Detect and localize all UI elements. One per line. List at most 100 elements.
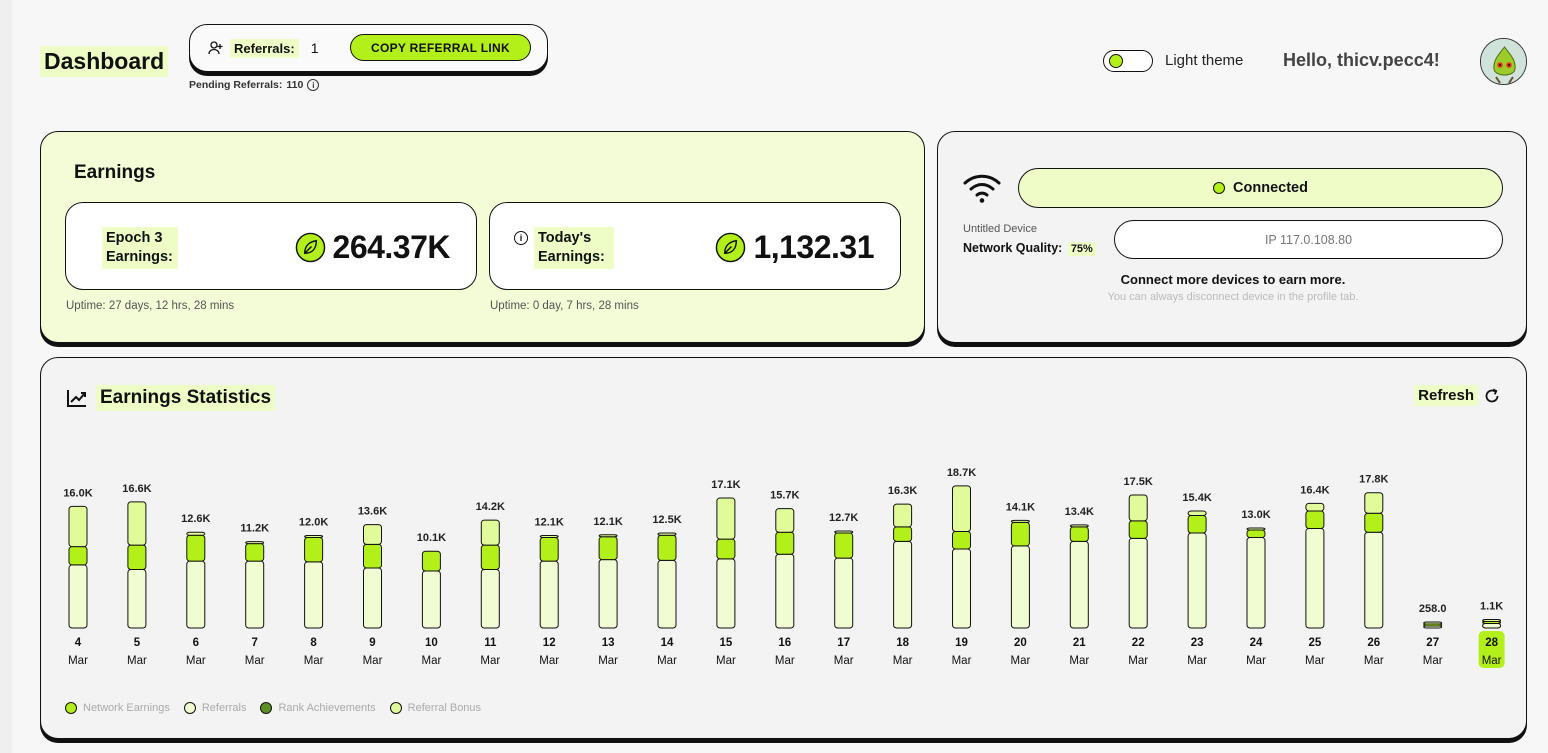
bar-segment (363, 524, 382, 545)
bar-total-label: 17.5K (1124, 476, 1153, 488)
x-tick-month: Mar (539, 655, 559, 667)
bar-segment (716, 497, 736, 540)
bar-segment (657, 532, 677, 536)
x-tick-month: Mar (775, 655, 795, 667)
bar-segment (480, 544, 500, 570)
x-tick-day: 8 (310, 637, 317, 649)
left-edge (0, 0, 12, 753)
avatar[interactable] (1480, 38, 1527, 85)
bar-segment (598, 559, 618, 629)
bar-segment (1246, 537, 1266, 629)
x-tick-month: Mar (127, 655, 147, 667)
bar-total-label: 13.6K (358, 506, 387, 518)
chart-legend: Network Earnings Referrals Rank Achievem… (65, 702, 481, 714)
x-tick-month: Mar (304, 655, 324, 667)
bar-total-label: 12.6K (181, 513, 210, 525)
bar-segment (893, 526, 913, 542)
x-tick-day: 16 (778, 637, 791, 649)
bar-segment (775, 531, 795, 555)
bar-segment (1010, 519, 1030, 523)
today-earnings-label: Today's Earnings: (534, 227, 614, 269)
bar-segment (1069, 524, 1089, 528)
bar-segment (1010, 545, 1030, 629)
bar-segment (186, 531, 206, 536)
bar-segment (539, 560, 559, 629)
x-tick-day: 12 (543, 637, 556, 649)
x-tick-day: 23 (1191, 637, 1204, 649)
wifi-icon (963, 174, 1001, 203)
bar-segment (1246, 527, 1266, 531)
x-tick-month: Mar (245, 655, 265, 667)
theme-label: Light theme (1165, 52, 1244, 69)
legend-label: Network Earnings (83, 702, 170, 714)
bar-segment (363, 567, 382, 629)
bar-total-label: 11.2K (240, 523, 269, 535)
bar-segment (1010, 521, 1030, 547)
bar-segment (1423, 621, 1443, 625)
selected-day-highlight (1478, 631, 1505, 668)
bar-segment (775, 508, 795, 533)
bar-segment (480, 519, 500, 546)
device-card: Connected Untitled Device Network Qualit… (937, 131, 1527, 343)
referrals-count: 1 (310, 40, 319, 56)
referral-pill: Referrals: 1 COPY REFERRAL LINK (189, 24, 548, 72)
x-tick-day: 20 (1014, 637, 1027, 649)
connection-status-pill[interactable]: Connected (1018, 168, 1503, 208)
x-tick-day: 14 (661, 637, 674, 649)
x-tick-month: Mar (1069, 655, 1089, 667)
bar-total-label: 15.4K (1182, 492, 1211, 504)
refresh-button[interactable]: Refresh (1414, 385, 1500, 406)
bar-segment (480, 568, 500, 629)
bar-segment (68, 505, 88, 548)
stats-header: Earnings Statistics (66, 385, 276, 411)
bar-segment (1246, 529, 1266, 539)
leaf-coin-icon (295, 232, 325, 263)
legend-item[interactable]: Rank Achievements (260, 702, 376, 714)
bar-segment (1187, 510, 1207, 517)
x-tick-month: Mar (1423, 655, 1443, 667)
bar-segment (1364, 531, 1384, 629)
bar-segment (127, 568, 147, 629)
x-tick-day: 19 (955, 637, 968, 649)
bar-total-label: 16.6K (122, 483, 151, 495)
x-tick-month: Mar (952, 655, 972, 667)
x-tick-month: Mar (421, 655, 441, 667)
ip-address: IP 117.0.108.80 (1114, 220, 1503, 259)
x-tick-month: Mar (1010, 655, 1030, 667)
network-quality-value: 75% (1067, 242, 1096, 256)
bar-total-label: 1.1K (1480, 600, 1503, 612)
legend-item[interactable]: Referrals (183, 702, 246, 714)
bar-segment (1364, 512, 1384, 533)
x-tick-day: 5 (134, 637, 141, 649)
bar-total-label: 15.7K (770, 490, 799, 502)
bar-segment (421, 550, 441, 572)
x-tick-day: 4 (75, 637, 82, 649)
info-icon[interactable]: i (307, 79, 320, 91)
bar-segment (1128, 494, 1148, 522)
x-tick-day: 22 (1132, 637, 1145, 649)
earnings-title: Earnings (74, 162, 156, 183)
greeting: Hello, thicv.pecc4! (1283, 50, 1440, 70)
bar-segment (1482, 618, 1502, 622)
x-tick-day: 7 (251, 637, 257, 649)
today-earnings-value: 1,132.31 (753, 229, 874, 265)
theme-toggle[interactable] (1103, 50, 1153, 72)
legend-item[interactable]: Referral Bonus (389, 702, 481, 714)
x-tick-day: 18 (896, 637, 909, 649)
bar-segment (657, 559, 677, 629)
x-tick-day: 25 (1309, 637, 1322, 649)
copy-referral-link-button[interactable]: COPY REFERRAL LINK (350, 34, 531, 61)
legend-label: Rank Achievements (278, 702, 376, 714)
bar-segment (1305, 502, 1325, 512)
bar-total-label: 18.7K (947, 467, 976, 479)
today-earnings-box: i Today's Earnings: 1,132.31 (489, 202, 901, 290)
bar-segment (716, 558, 736, 629)
bar-segment (893, 503, 913, 528)
bar-total-label: 13.4K (1065, 506, 1094, 518)
legend-item[interactable]: Network Earnings (65, 702, 170, 714)
legend-swatch (65, 702, 77, 714)
bar-segment (716, 538, 736, 560)
bar-total-label: 12.1K (535, 517, 564, 529)
info-icon[interactable]: i (514, 231, 528, 245)
bar-segment (186, 560, 206, 629)
